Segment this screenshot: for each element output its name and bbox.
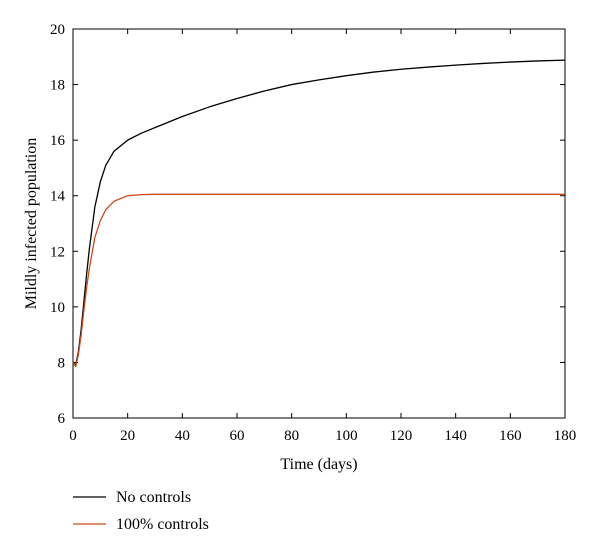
legend-label: No controls bbox=[116, 489, 191, 506]
legend-label: 100% controls bbox=[116, 516, 209, 533]
y-tick-label: 14 bbox=[50, 189, 66, 205]
y-tick-label: 10 bbox=[50, 300, 65, 316]
series-lines bbox=[72, 59, 566, 368]
axis-ticks: 0 20 40 60 80 100 120 140 160 180 6 8 10 12 14 16 18 20 bbox=[50, 22, 576, 444]
x-tick-label: 60 bbox=[230, 428, 245, 444]
x-axis-title: Time (days) bbox=[280, 456, 357, 473]
x-tick-label: 100 bbox=[335, 428, 358, 444]
y-tick-label: 16 bbox=[50, 133, 66, 149]
y-tick-label: 18 bbox=[50, 78, 65, 94]
x-tick-label: 120 bbox=[390, 428, 413, 444]
y-tick-label: 20 bbox=[50, 22, 65, 38]
x-tick-label: 80 bbox=[284, 428, 299, 444]
series-line-no-controls bbox=[72, 59, 566, 366]
x-tick-label: 20 bbox=[120, 428, 135, 444]
x-tick-label: 180 bbox=[554, 428, 577, 444]
plot-area-border bbox=[72, 28, 566, 419]
y-axis-title: Mildly infected population bbox=[23, 138, 40, 310]
x-tick-label: 140 bbox=[444, 428, 467, 444]
y-tick-label: 12 bbox=[50, 244, 65, 260]
y-tick-label: 8 bbox=[58, 355, 66, 371]
plot-frame bbox=[72, 28, 566, 419]
x-tick-label: 0 bbox=[69, 428, 77, 444]
x-tick-label: 160 bbox=[499, 428, 522, 444]
y-tick-label: 6 bbox=[58, 411, 66, 427]
legend: No controls 100% controls bbox=[73, 489, 209, 533]
x-tick-label: 40 bbox=[175, 428, 190, 444]
series-line-full-controls bbox=[72, 193, 565, 368]
